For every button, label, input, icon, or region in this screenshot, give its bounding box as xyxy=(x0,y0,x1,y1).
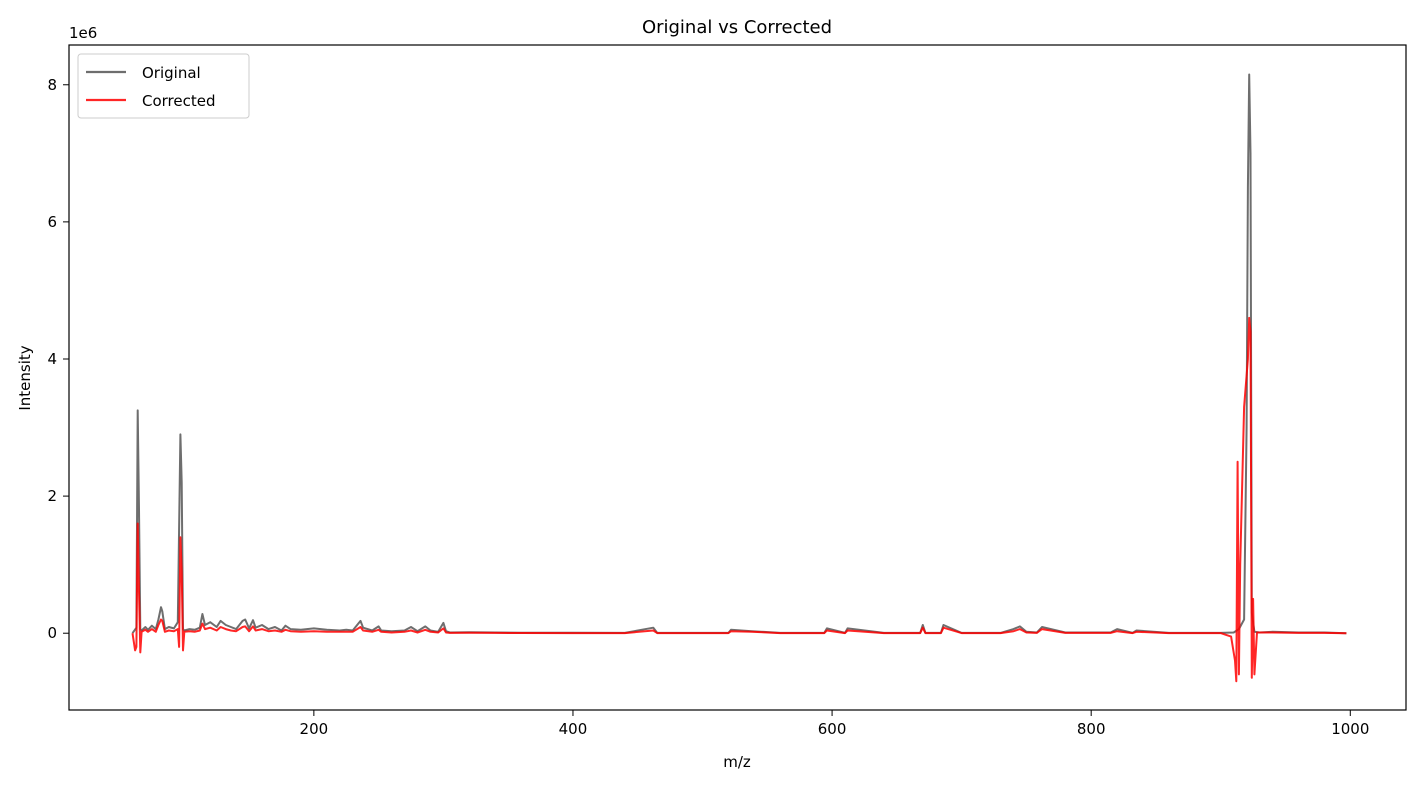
legend: Original Corrected xyxy=(77,53,250,119)
legend-label-original: Original xyxy=(142,64,201,82)
x-tick-label: 1000 xyxy=(1331,720,1369,738)
y-tick-label: 2 xyxy=(47,487,57,505)
x-tick-label: 200 xyxy=(300,720,329,738)
legend-box xyxy=(77,53,250,119)
legend-label-corrected: Corrected xyxy=(142,92,216,110)
x-axis-label: m/z xyxy=(723,753,751,771)
axes-frame xyxy=(68,44,1407,711)
plot-area xyxy=(131,73,1347,683)
y-tick-label: 4 xyxy=(47,350,57,368)
x-tick-label: 600 xyxy=(818,720,847,738)
y-axis-label: Intensity xyxy=(16,345,34,410)
x-tick-label: 400 xyxy=(559,720,588,738)
y-axis: 0 2 4 6 8 xyxy=(47,76,69,642)
x-tick-label: 800 xyxy=(1077,720,1106,738)
y-tick-label: 8 xyxy=(47,76,57,94)
series-line-original xyxy=(131,73,1347,635)
series-line-corrected xyxy=(131,316,1347,683)
y-offset-label: 1e6 xyxy=(69,24,97,42)
chart-title: Original vs Corrected xyxy=(642,17,832,38)
y-tick-label: 6 xyxy=(47,213,57,231)
y-tick-label: 0 xyxy=(47,624,57,642)
x-axis: 200 400 600 800 1000 xyxy=(300,710,1369,738)
